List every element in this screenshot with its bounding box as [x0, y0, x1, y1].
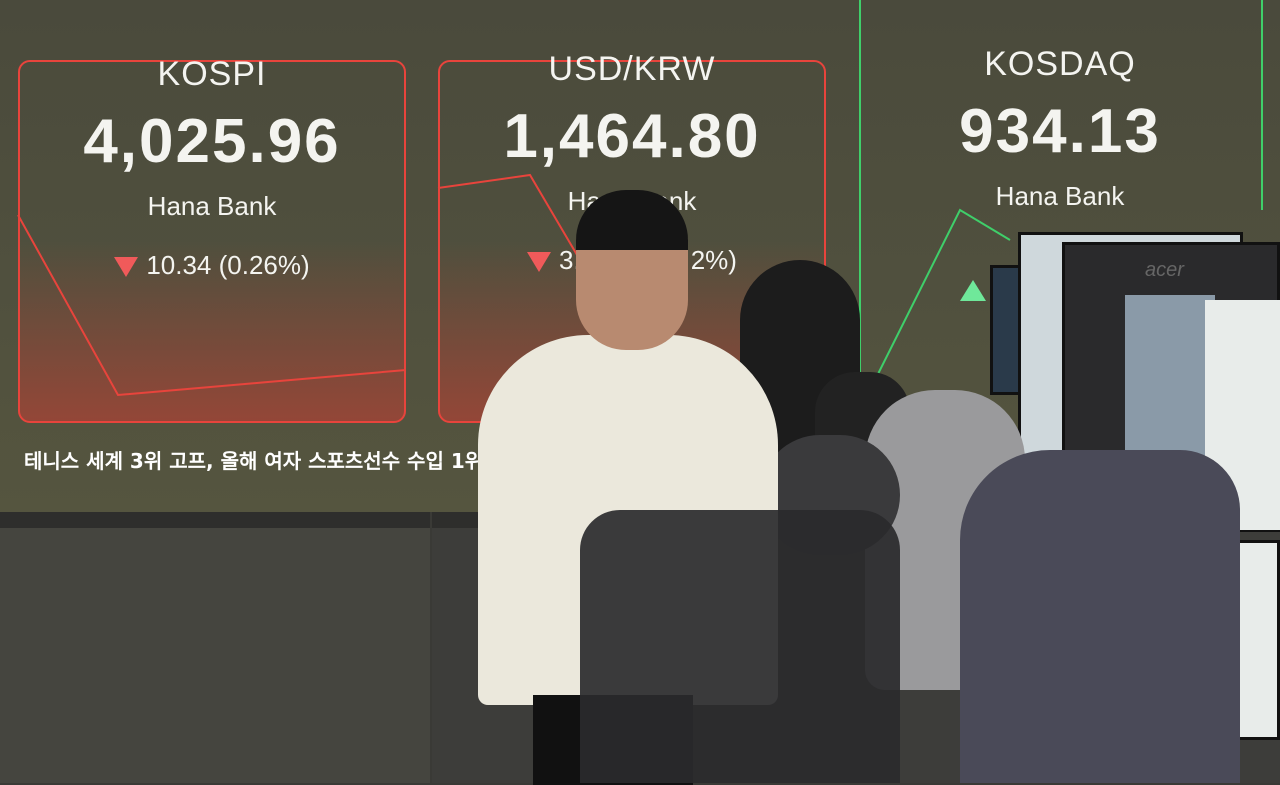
kosdaq-panel: KOSDAQ 934.13 Hana Bank	[860, 45, 1260, 212]
acer-logo: acer	[1145, 259, 1184, 281]
index-charts	[17, 0, 1263, 420]
kospi-change: 10.34 (0.26%)	[146, 250, 310, 280]
kosdaq-label: KOSDAQ	[984, 45, 1136, 83]
news-ticker: 테니스 세계 3위 고프, 올해 여자 스포츠선수 수입 1위·	[24, 449, 491, 473]
up-arrow-icon	[960, 280, 986, 301]
down-arrow-icon	[527, 252, 552, 273]
kosdaq-line	[859, 208, 1011, 411]
person-striped-shirt	[960, 450, 1240, 783]
hana-bank-logo: Hana Bank	[995, 181, 1125, 211]
kospi-label: KOSPI	[157, 55, 267, 93]
kospi-chart-box	[18, 60, 406, 423]
office-chair-foreground	[580, 510, 900, 783]
kospi-value: 4,025.96	[83, 107, 341, 176]
usdkrw-change-start: 3.	[559, 245, 581, 275]
usdkrw-label: USD/KRW	[548, 50, 716, 88]
usdkrw-line	[437, 173, 581, 261]
wall-panel	[0, 512, 430, 783]
usdkrw-value: 1,464.80	[503, 102, 761, 171]
down-arrow-icon	[114, 257, 139, 278]
kosdaq-value: 934.13	[959, 97, 1161, 166]
usdkrw-change-end: 2%)	[690, 245, 737, 275]
hana-bank-logo: Hana Bank	[147, 191, 277, 221]
kospi-line	[17, 214, 407, 397]
person-head	[576, 190, 688, 350]
kospi-panel: KOSPI 4,025.96 Hana Bank 10.34 (0.26%)	[18, 55, 406, 281]
